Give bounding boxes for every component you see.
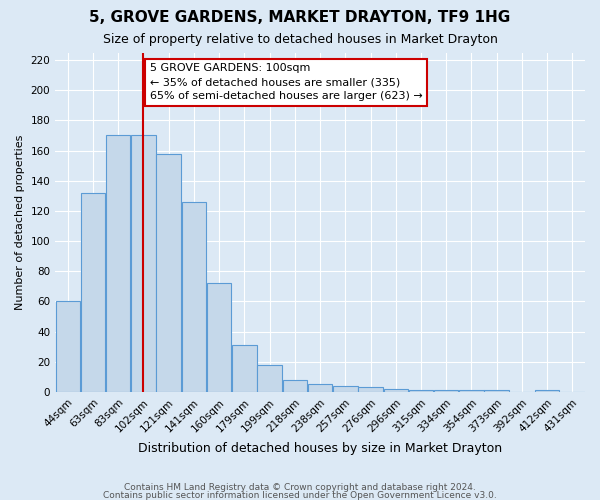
Bar <box>484 390 509 392</box>
X-axis label: Distribution of detached houses by size in Market Drayton: Distribution of detached houses by size … <box>138 442 502 455</box>
Bar <box>207 284 232 392</box>
Bar <box>257 365 282 392</box>
Bar <box>535 390 559 392</box>
Bar <box>383 389 408 392</box>
Bar <box>308 384 332 392</box>
Bar <box>283 380 307 392</box>
Bar <box>409 390 433 392</box>
Bar <box>157 154 181 392</box>
Text: 5 GROVE GARDENS: 100sqm
← 35% of detached houses are smaller (335)
65% of semi-d: 5 GROVE GARDENS: 100sqm ← 35% of detache… <box>150 63 422 101</box>
Text: Contains public sector information licensed under the Open Government Licence v3: Contains public sector information licen… <box>103 491 497 500</box>
Bar <box>81 193 105 392</box>
Bar <box>232 345 257 392</box>
Text: Contains HM Land Registry data © Crown copyright and database right 2024.: Contains HM Land Registry data © Crown c… <box>124 484 476 492</box>
Bar <box>358 388 383 392</box>
Bar <box>56 302 80 392</box>
Bar <box>434 390 458 392</box>
Text: 5, GROVE GARDENS, MARKET DRAYTON, TF9 1HG: 5, GROVE GARDENS, MARKET DRAYTON, TF9 1H… <box>89 10 511 25</box>
Bar <box>131 136 156 392</box>
Text: Size of property relative to detached houses in Market Drayton: Size of property relative to detached ho… <box>103 32 497 46</box>
Bar <box>106 136 130 392</box>
Bar <box>459 390 484 392</box>
Bar <box>333 386 358 392</box>
Bar <box>182 202 206 392</box>
Y-axis label: Number of detached properties: Number of detached properties <box>15 134 25 310</box>
